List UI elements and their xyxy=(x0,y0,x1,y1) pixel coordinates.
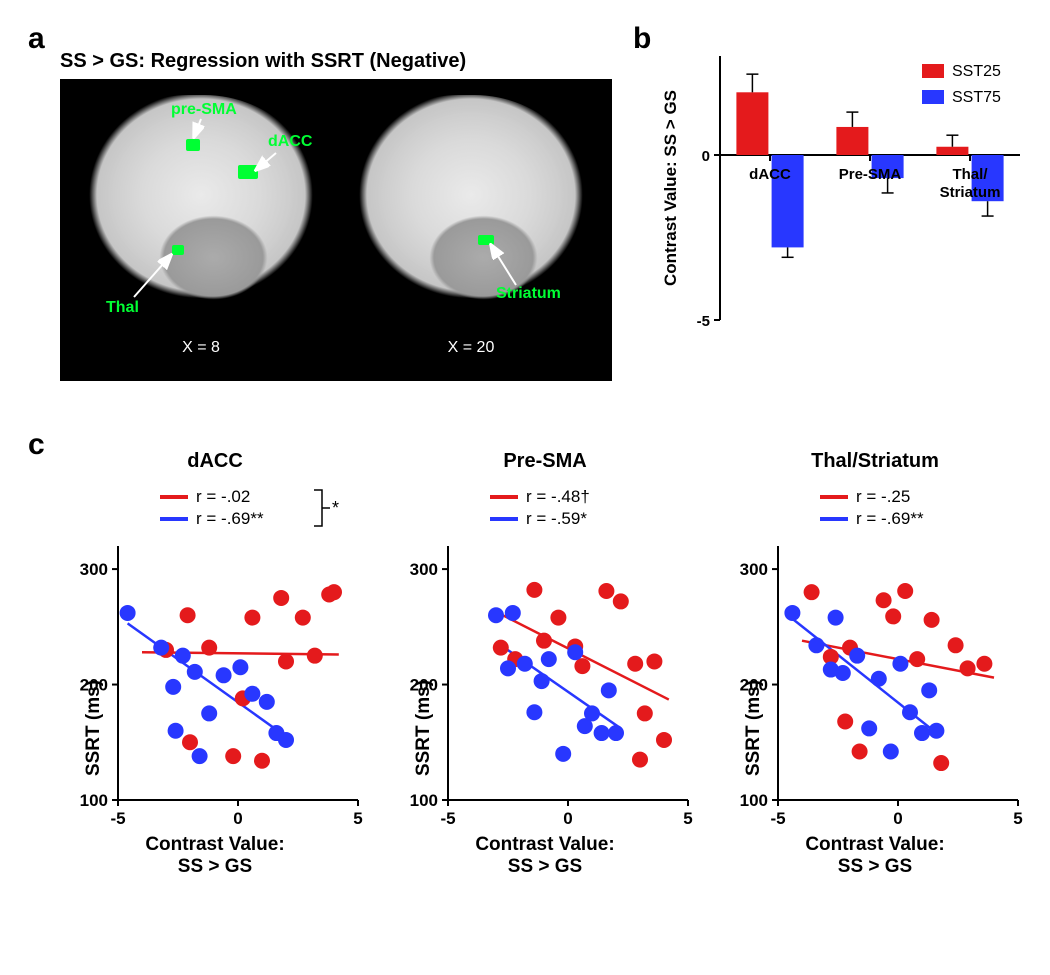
svg-text:SST25: SST25 xyxy=(952,63,1001,80)
svg-text:-5: -5 xyxy=(770,809,785,828)
r-legend: r = -.02r = -.69** xyxy=(160,486,264,530)
y-axis-label: SSRT (ms) xyxy=(83,680,105,776)
y-axis-label: SSRT (ms) xyxy=(743,680,765,776)
brain-images: pre-SMA dACC Thal X = 8 Striatum xyxy=(60,79,612,381)
svg-text:5: 5 xyxy=(353,809,362,828)
panel-c: dACCr = -.02r = -.69**100200300-505*SSRT… xyxy=(60,450,1030,950)
x-axis-label: Contrast Value:SS > GS xyxy=(805,834,944,878)
panel-a: SS > GS: Regression with SSRT (Negative)… xyxy=(60,50,610,381)
scatter-title: dACC xyxy=(187,450,243,473)
panel-a-title: SS > GS: Regression with SSRT (Negative) xyxy=(60,50,610,73)
svg-text:100: 100 xyxy=(410,791,438,810)
x-axis-label: Contrast Value:SS > GS xyxy=(475,834,614,878)
svg-text:300: 300 xyxy=(410,560,438,579)
svg-text:-5: -5 xyxy=(697,313,710,330)
svg-text:5: 5 xyxy=(1013,809,1022,828)
svg-text:100: 100 xyxy=(740,791,768,810)
panel-a-label: a xyxy=(28,22,45,56)
svg-text:100: 100 xyxy=(80,791,108,810)
svg-text:dACC: dACC xyxy=(749,166,791,183)
x-axis-label: Contrast Value:SS > GS xyxy=(145,834,284,878)
slice1-x: X = 8 xyxy=(182,339,220,357)
svg-text:Pre-SMA: Pre-SMA xyxy=(839,166,902,183)
panel-c-label: c xyxy=(28,428,45,462)
svg-text:Striatum: Striatum xyxy=(940,184,1001,201)
panel-b: -5 0 Contrast Value: SS > GS dACC Pre-SMA Tha… xyxy=(660,50,1030,390)
r-legend: r = -.48†r = -.59* xyxy=(490,486,590,530)
svg-text:-5: -5 xyxy=(110,809,125,828)
svg-text:Thal/: Thal/ xyxy=(952,166,988,183)
svg-text:Contrast Value: SS > GS: Contrast Value: SS > GS xyxy=(661,90,680,286)
svg-text:300: 300 xyxy=(740,560,768,579)
y-axis-label: SSRT (ms) xyxy=(413,680,435,776)
svg-text:5: 5 xyxy=(683,809,692,828)
svg-text:0: 0 xyxy=(563,809,572,828)
bar-chart: -5 0 Contrast Value: SS > GS dACC Pre-SMA Tha… xyxy=(660,50,1030,390)
svg-text:0: 0 xyxy=(233,809,242,828)
panel-b-label: b xyxy=(633,22,651,56)
svg-text:300: 300 xyxy=(80,560,108,579)
scatter-title: Pre-SMA xyxy=(503,450,586,473)
scatter-title: Thal/Striatum xyxy=(811,450,939,473)
svg-text:-5: -5 xyxy=(440,809,455,828)
r-legend: r = -.25r = -.69** xyxy=(820,486,924,530)
slice2-x: X = 20 xyxy=(448,339,495,357)
svg-text:0: 0 xyxy=(893,809,902,828)
svg-text:0: 0 xyxy=(702,148,710,165)
svg-text:SST75: SST75 xyxy=(952,89,1001,106)
